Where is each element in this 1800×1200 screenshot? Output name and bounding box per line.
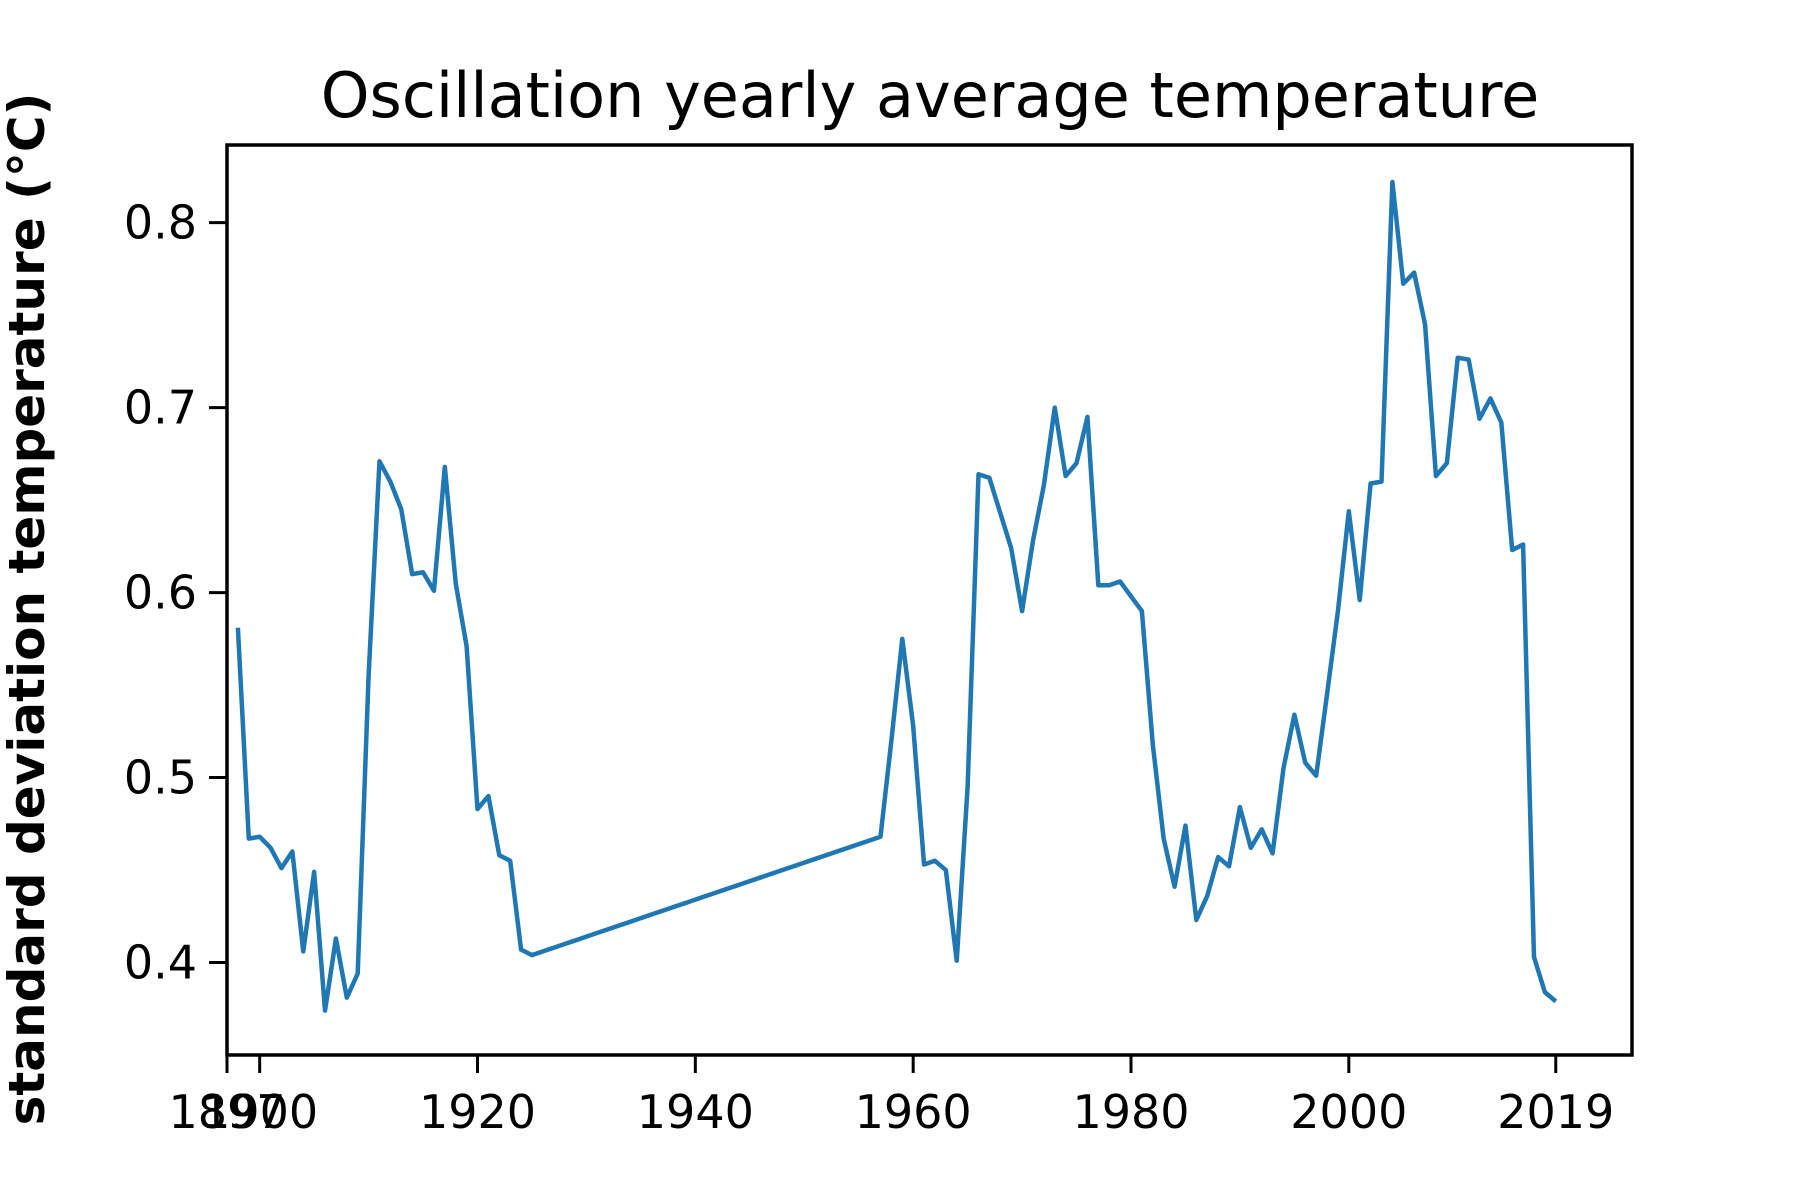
y-axis-label: standard deviation temperature (°C): [0, 93, 56, 1126]
y-tick-label: 0.8: [124, 196, 197, 250]
x-tick-label: 1980: [1072, 1085, 1189, 1139]
y-tick-label: 0.5: [124, 751, 197, 805]
x-tick-label: 1920: [419, 1085, 536, 1139]
y-tick-label: 0.7: [124, 381, 197, 435]
chart-title: Oscillation yearly average temperature: [321, 59, 1540, 132]
y-tick-label: 0.6: [124, 566, 197, 620]
x-tick-label: 2019: [1497, 1085, 1614, 1139]
plot-frame: [225, 143, 1634, 1057]
x-tick-label: 1897: [168, 1085, 285, 1139]
y-tick-label: 0.4: [124, 936, 197, 990]
x-tick-label: 1960: [855, 1085, 972, 1139]
x-tick-label: 2000: [1290, 1085, 1407, 1139]
x-tick-label: 1900: [201, 1085, 318, 1139]
series-line: [235, 179, 1558, 1013]
x-tick-label: 1940: [637, 1085, 754, 1139]
